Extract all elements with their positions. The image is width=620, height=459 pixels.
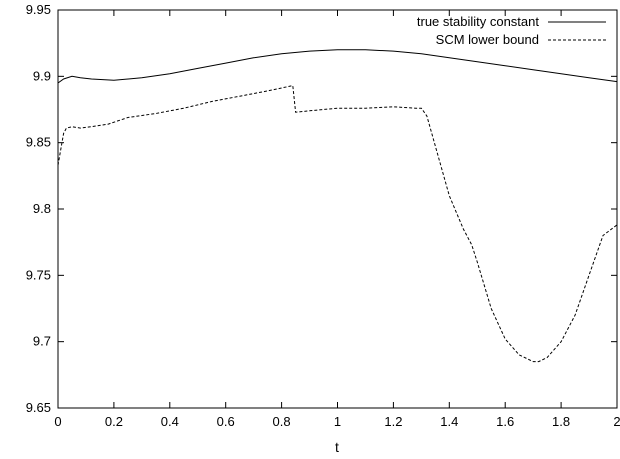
series-line-scm-lower-bound [57, 84, 618, 363]
x-tick-label: 0 [54, 414, 61, 429]
x-tick-label: 0.8 [273, 414, 291, 429]
y-tick-label: 9.85 [26, 135, 51, 150]
y-tick-label: 9.8 [33, 201, 51, 216]
y-tick-label: 9.9 [33, 68, 51, 83]
y-tick-label: 9.7 [33, 334, 51, 349]
legend-label-true-stability-constant: true stability constant [417, 14, 540, 29]
x-tick-label: 0.2 [105, 414, 123, 429]
y-tick-label: 9.65 [26, 400, 51, 415]
series-line-true-stability-constant [57, 49, 618, 84]
y-tick-label: 9.95 [26, 2, 51, 17]
x-tick-label: 0.4 [161, 414, 179, 429]
x-tick-label: 0.6 [217, 414, 235, 429]
x-tick-label: 1 [334, 414, 341, 429]
legend-label-scm-lower-bound: SCM lower bound [436, 32, 539, 47]
x-tick-label: 1.6 [496, 414, 514, 429]
y-tick-label: 9.75 [26, 267, 51, 282]
axis-ticks [57, 9, 618, 409]
x-axis-label: t [335, 439, 339, 455]
x-tick-label: 2 [613, 414, 620, 429]
x-tick-label: 1.4 [440, 414, 458, 429]
x-tick-label: 1.2 [384, 414, 402, 429]
legend: true stability constant SCM lower bound [417, 14, 606, 47]
series-lines [57, 49, 618, 363]
axis-tick-labels: 0 0.2 0.4 0.6 0.8 1 1.2 1.4 1.6 1.8 2 9.65 9.7 9.75 9.… [26, 2, 620, 429]
x-tick-label: 1.8 [552, 414, 570, 429]
